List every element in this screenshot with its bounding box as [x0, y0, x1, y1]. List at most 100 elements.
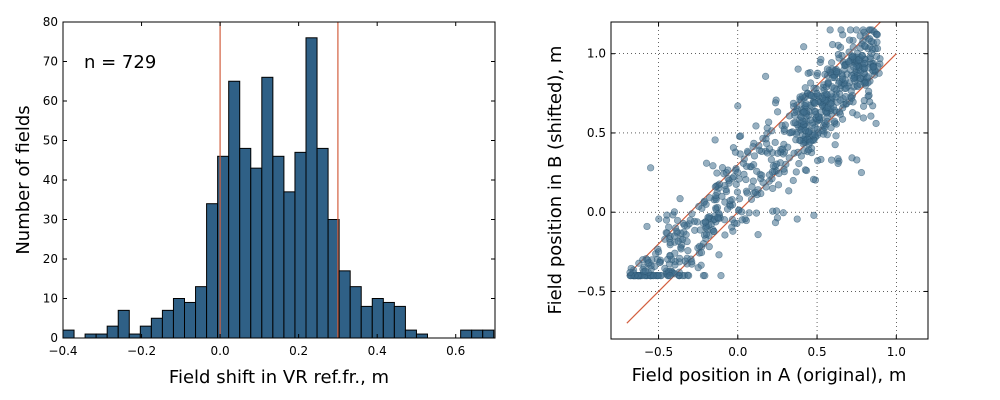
scatter-point — [769, 162, 777, 170]
scatter-point — [734, 168, 742, 177]
scatter-point — [661, 264, 669, 272]
scatter-point — [765, 118, 773, 126]
scatter-point — [743, 147, 752, 155]
scatter-point — [735, 195, 744, 203]
scatter-point — [789, 176, 797, 185]
scatter-point — [729, 144, 738, 152]
scatter-point — [859, 26, 867, 34]
scatter-point — [752, 122, 760, 130]
histogram-bar — [250, 167, 263, 339]
scatter-point — [829, 73, 837, 82]
scatter-point — [685, 272, 693, 280]
scatter-point — [654, 248, 663, 256]
scatter-point — [715, 251, 723, 259]
scatter-point — [717, 272, 725, 280]
scatter-point — [710, 227, 718, 236]
histogram-bar — [117, 309, 130, 339]
scatter-point — [850, 63, 858, 71]
scatter-point — [666, 272, 674, 280]
x-tick-label: 0.2 — [289, 344, 308, 358]
scatter-point — [828, 59, 836, 67]
scatter-point — [826, 26, 834, 34]
scatter-point — [778, 145, 787, 153]
x-tick-label: 1.0 — [887, 345, 906, 359]
scatter-x-label: Field position in A (original), m — [632, 365, 907, 386]
histogram-bar — [338, 270, 351, 339]
histogram-bar — [294, 151, 307, 339]
scatter-point — [736, 132, 745, 140]
scatter-point — [868, 49, 876, 57]
histogram-bar — [84, 333, 97, 339]
scatter-point — [793, 215, 801, 223]
scatter-point — [686, 216, 694, 224]
y-tick-label: 50 — [43, 134, 58, 148]
histogram-bar — [106, 325, 119, 339]
scatter-point — [771, 138, 779, 147]
scatter-point — [790, 149, 798, 157]
scatter-point — [791, 108, 799, 117]
histogram-bar — [195, 286, 208, 339]
y-tick-label: 60 — [43, 94, 58, 108]
scatter-point — [769, 184, 777, 193]
scatter-points — [626, 26, 884, 280]
scatter-point — [663, 229, 671, 237]
scatter-point — [743, 189, 751, 197]
scatter-point — [641, 267, 649, 275]
y-tick-label: 1.0 — [587, 47, 606, 61]
scatter-point — [837, 43, 845, 51]
scatter-point — [702, 200, 710, 208]
scatter-point — [721, 198, 729, 206]
scatter-point — [859, 114, 868, 122]
scatter-point — [643, 222, 651, 231]
scatter-point — [817, 55, 825, 64]
histogram-bar — [404, 329, 417, 339]
scatter-point — [688, 210, 696, 218]
scatter-point — [849, 53, 857, 61]
scatter-point — [824, 79, 832, 87]
scatter-point — [771, 99, 780, 107]
histogram-bar — [272, 155, 285, 339]
scatter-point — [677, 245, 685, 253]
scatter-point — [639, 256, 647, 264]
scatter-point — [872, 119, 880, 128]
scatter-point — [655, 215, 663, 223]
x-tick-label: 0.6 — [446, 344, 465, 358]
scatter-point — [740, 155, 748, 163]
scatter-point — [823, 117, 831, 125]
histogram-bar — [150, 317, 163, 339]
scatter-point — [751, 188, 760, 197]
scatter-point — [868, 37, 876, 46]
scatter-point — [767, 156, 775, 164]
scatter-point — [849, 109, 857, 117]
x-tick-label: 0.4 — [368, 344, 387, 358]
scatter-point — [749, 143, 757, 151]
scatter-point — [774, 181, 783, 189]
scatter-point — [835, 79, 843, 87]
scatter-point — [847, 94, 856, 102]
histogram-reference-lines — [219, 22, 339, 338]
scatter-point — [680, 221, 689, 229]
scatter-point — [856, 74, 864, 82]
scatter-point — [705, 243, 713, 251]
scatter-point — [867, 112, 875, 120]
histogram-bar — [161, 309, 174, 339]
histogram-x-label: Field shift in VR ref.fr., m — [169, 367, 389, 388]
scatter-point — [772, 207, 781, 215]
scatter-point — [674, 237, 682, 245]
scatter-point — [775, 169, 783, 178]
histogram-bar — [382, 301, 395, 339]
scatter-point — [853, 156, 861, 164]
scatter-point — [753, 167, 761, 175]
scatter-point — [868, 26, 876, 34]
scatter-point — [869, 63, 877, 71]
scatter-point — [845, 36, 854, 44]
scatter-point — [827, 156, 836, 164]
scatter-point — [702, 230, 711, 238]
scatter-point — [796, 93, 804, 101]
scatter-point — [688, 258, 696, 266]
scatter-point — [670, 232, 679, 240]
scatter-point — [758, 171, 766, 179]
histogram-y-ticks: 0 10 20 30 40 50 60 70 80 — [43, 15, 495, 345]
scatter-point — [647, 164, 655, 172]
scatter-point — [810, 107, 819, 115]
